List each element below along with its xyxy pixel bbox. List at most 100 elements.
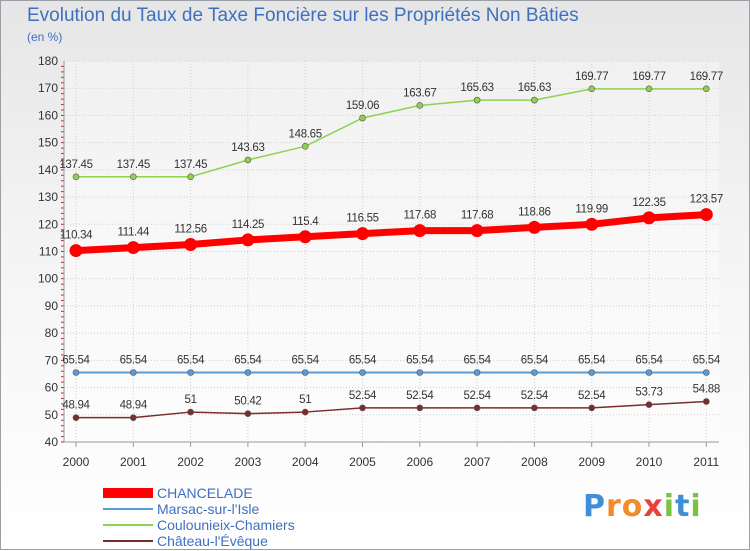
- y-tick-label: 170: [38, 81, 58, 95]
- data-label: 165.63: [518, 82, 551, 94]
- legend-swatch: [103, 524, 153, 526]
- data-label: 169.77: [632, 71, 665, 83]
- series-line: [75, 400, 708, 419]
- data-label: 169.77: [690, 71, 723, 83]
- data-label: 52.54: [521, 390, 549, 402]
- data-label: 114.25: [232, 219, 265, 231]
- logo-letter: r: [606, 489, 622, 524]
- logo-letter: o: [621, 489, 644, 524]
- data-label: 123.57: [690, 194, 723, 206]
- x-tick-label: 2008: [521, 455, 548, 469]
- data-point: [356, 227, 369, 241]
- data-point: [359, 404, 366, 412]
- data-label: 115.4: [292, 216, 319, 228]
- y-tick-label: 100: [38, 272, 58, 286]
- y-tick-label: 40: [45, 435, 59, 449]
- data-label: 65.54: [406, 354, 434, 366]
- data-point: [531, 404, 538, 412]
- data-point: [301, 143, 309, 150]
- data-label: 137.45: [174, 159, 207, 171]
- data-label: 65.54: [349, 354, 377, 366]
- y-tick-label: 160: [38, 108, 58, 122]
- data-label: 48.94: [120, 400, 148, 412]
- data-label: 118.86: [518, 206, 551, 218]
- legend-swatch: [103, 508, 153, 510]
- data-point: [184, 238, 198, 252]
- data-point: [531, 369, 538, 376]
- x-tick-label: 2000: [63, 455, 90, 469]
- data-point: [473, 404, 481, 412]
- x-tick-label: 2002: [177, 455, 204, 469]
- data-label: 53.73: [635, 387, 662, 399]
- data-point: [72, 369, 80, 376]
- data-point: [702, 369, 710, 376]
- data-point: [645, 369, 653, 376]
- y-tick-label: 110: [39, 245, 58, 259]
- data-label: 51: [299, 394, 311, 406]
- data-label: 117.68: [461, 210, 494, 222]
- data-label: 52.54: [349, 390, 377, 402]
- data-label: 65.54: [578, 354, 606, 366]
- data-point: [244, 369, 252, 376]
- data-label: 65.54: [521, 354, 549, 366]
- legend-swatch: [103, 488, 153, 498]
- data-point: [359, 369, 366, 376]
- data-point: [244, 156, 252, 164]
- y-tick-label: 60: [45, 381, 59, 395]
- data-point: [298, 230, 312, 244]
- data-label: 65.54: [635, 354, 663, 366]
- data-label: 112.56: [174, 224, 207, 236]
- x-tick-label: 2010: [636, 455, 663, 469]
- x-tick-label: 2004: [292, 455, 319, 469]
- data-label: 51: [184, 394, 196, 406]
- data-point: [301, 408, 309, 416]
- data-point: [130, 173, 137, 181]
- y-tick-label: 120: [38, 217, 58, 231]
- data-point: [69, 244, 83, 258]
- y-tick-label: 140: [38, 163, 58, 177]
- data-point: [473, 96, 481, 104]
- data-point: [416, 404, 424, 412]
- data-label: 54.88: [693, 384, 720, 396]
- data-label: 169.77: [575, 71, 608, 83]
- data-point: [699, 208, 713, 222]
- data-label: 148.65: [289, 128, 322, 140]
- data-point: [642, 211, 656, 225]
- y-tick-label: 50: [45, 408, 59, 422]
- x-tick-label: 2003: [235, 455, 262, 469]
- series-line: [72, 211, 710, 255]
- chart-title: Evolution du Taux de Taxe Foncière sur l…: [27, 5, 579, 26]
- data-point: [241, 233, 255, 247]
- data-point: [130, 414, 137, 421]
- data-point: [702, 85, 710, 93]
- legend-item: Château-l'Évêque: [103, 533, 268, 549]
- data-label: 52.54: [578, 390, 606, 402]
- data-label: 52.54: [463, 390, 491, 402]
- data-label: 65.54: [120, 354, 148, 366]
- legend-item: Marsac-sur-l'Isle: [103, 501, 259, 517]
- series-line: [75, 88, 708, 178]
- legend-label: Coulounieix-Chamiers: [157, 517, 295, 533]
- y-tick-label: 180: [38, 54, 58, 68]
- legend-label: Marsac-sur-l'Isle: [157, 501, 260, 517]
- data-label: 50.42: [234, 396, 261, 408]
- data-point: [187, 369, 194, 376]
- data-label: 65.54: [693, 354, 721, 366]
- logo-letter: i: [690, 489, 702, 524]
- data-point: [416, 369, 424, 376]
- data-point: [588, 85, 596, 93]
- data-point: [187, 408, 194, 416]
- y-tick-label: 70: [45, 353, 59, 367]
- data-point: [470, 224, 484, 238]
- logo-letter: i: [663, 489, 676, 524]
- data-point: [126, 241, 140, 255]
- data-label: 48.94: [62, 400, 90, 412]
- data-label: 111.44: [117, 227, 150, 239]
- logo-letter: x: [643, 489, 664, 524]
- data-point: [359, 114, 366, 122]
- y-tick-label: 90: [45, 299, 59, 313]
- data-point: [301, 369, 309, 376]
- x-tick-label: 2009: [578, 455, 605, 469]
